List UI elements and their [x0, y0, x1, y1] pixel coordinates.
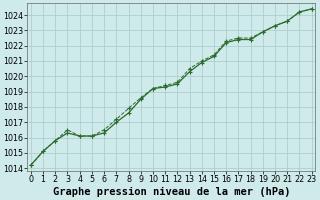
X-axis label: Graphe pression niveau de la mer (hPa): Graphe pression niveau de la mer (hPa): [52, 187, 290, 197]
